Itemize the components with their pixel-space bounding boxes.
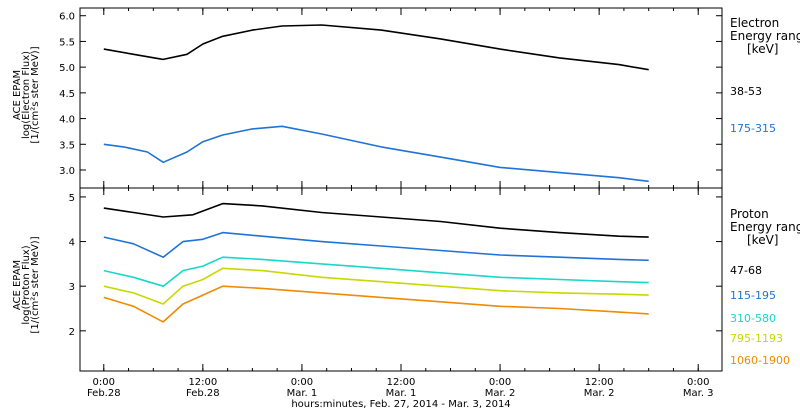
xtick-date-label: Mar. 1 [287, 388, 318, 399]
bottom-series-line-1060-1900 [103, 285, 649, 323]
top-ytick-label: 3.0 [59, 166, 75, 177]
bottom-legend-entry-795-1193: 795-1193 [730, 332, 783, 345]
bottom-series-line-795-1193 [103, 267, 649, 305]
xtick-time-label: 0:00 [93, 377, 115, 388]
bottom-legend: Proton Energy range [keV] [730, 207, 800, 247]
top-legend-items: 38-53 175-315 [730, 85, 776, 135]
xtick-date-label: Mar. 2 [584, 388, 615, 399]
xtick-date-label: Feb.28 [87, 388, 121, 399]
bottom-ytick-label: 4 [69, 238, 75, 249]
xtick-date-label: Mar. 2 [485, 388, 516, 399]
top-axis-ticks: 3.0 3.5 4.0 4.5 5.0 5.5 6.0 [59, 8, 722, 188]
xtick-time-label: 0:00 [489, 377, 511, 388]
bottom-ytick-label: 5 [69, 193, 75, 204]
top-legend: Electron Energy range [keV] [730, 16, 800, 56]
top-series-line-38-53 [103, 24, 649, 71]
bottom-series-line-310-580 [103, 256, 649, 288]
bottom-series-line-115-195 [103, 231, 649, 262]
top-ylabel-line-2: log(Electron Flux) [21, 51, 32, 139]
top-legend-entry-38-53: 38-53 [730, 85, 762, 98]
bottom-ylabel-line-3: [1/(cm²s ster MeV)] [30, 236, 41, 333]
top-legend-title-2: Energy range [730, 29, 800, 43]
top-ylabel-line-3: [1/(cm²s ster MeV)] [30, 46, 41, 143]
bottom-legend-title-2: Energy range [730, 220, 800, 234]
xtick-date-label: Mar. 3 [683, 388, 714, 399]
bottom-legend-entry-115-195: 115-195 [730, 289, 776, 302]
top-ytick-label: 4.0 [59, 115, 75, 126]
bottom-ytick-label: 2 [69, 327, 75, 338]
bottom-legend-items: 47-68 115-195 310-580 795-1193 1060-1900 [730, 264, 790, 367]
bottom-ylabel: ACE EPAM log(Proton Flux) [1/(cm²s ster … [12, 236, 41, 333]
top-ytick-label: 5.5 [59, 37, 75, 48]
xtick-time-label: 12:00 [585, 377, 614, 388]
xtick-time-label: 12:00 [387, 377, 416, 388]
bottom-ylabel-line-2: log(Proton Flux) [21, 245, 32, 324]
xtick-date-label: Feb.28 [186, 388, 220, 399]
xtick-time-label: 0:00 [291, 377, 313, 388]
top-ylabel-line-1: ACE EPAM [12, 70, 23, 120]
top-series-line-175-315 [103, 125, 649, 183]
bottom-series-line-47-68 [103, 202, 649, 238]
bottom-axis-ticks: 2 3 4 5 [69, 188, 722, 371]
bottom-ylabel-line-1: ACE EPAM [12, 260, 23, 310]
bottom-legend-entry-47-68: 47-68 [730, 264, 762, 277]
bottom-legend-title-1: Proton [730, 207, 769, 221]
top-panel-frame [79, 7, 723, 189]
top-ytick-label: 4.5 [59, 89, 75, 100]
bottom-series-group [103, 202, 649, 323]
xtick-time-label: 0:00 [687, 377, 709, 388]
xtick-date-label: Mar. 1 [386, 388, 417, 399]
top-ytick-label: 5.0 [59, 63, 75, 74]
top-ytick-label: 3.5 [59, 140, 75, 151]
top-series-group [103, 24, 649, 183]
top-legend-title-1: Electron [730, 16, 779, 30]
xtick-time-label: 12:00 [188, 377, 217, 388]
x-axis-label: hours:minutes, Feb. 27, 2014 - Mar. 3, 2… [291, 399, 510, 410]
top-ytick-label: 6.0 [59, 12, 75, 23]
bottom-legend-entry-1060-1900: 1060-1900 [730, 354, 790, 367]
bottom-legend-entry-310-580: 310-580 [730, 312, 776, 325]
bottom-legend-title-3: [keV] [747, 233, 778, 247]
top-legend-entry-175-315: 175-315 [730, 122, 776, 135]
top-legend-title-3: [keV] [747, 42, 778, 56]
top-ylabel: ACE EPAM log(Electron Flux) [1/(cm²s ste… [12, 46, 41, 143]
bottom-ytick-label: 3 [69, 282, 75, 293]
